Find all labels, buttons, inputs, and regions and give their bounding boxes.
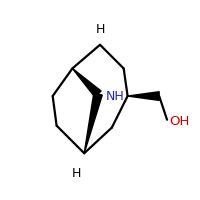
Polygon shape <box>72 68 101 97</box>
Text: OH: OH <box>169 115 189 128</box>
Polygon shape <box>128 92 159 100</box>
Polygon shape <box>84 93 102 153</box>
Text: H: H <box>72 167 81 180</box>
Text: H: H <box>95 23 105 36</box>
Text: NH: NH <box>106 90 125 103</box>
